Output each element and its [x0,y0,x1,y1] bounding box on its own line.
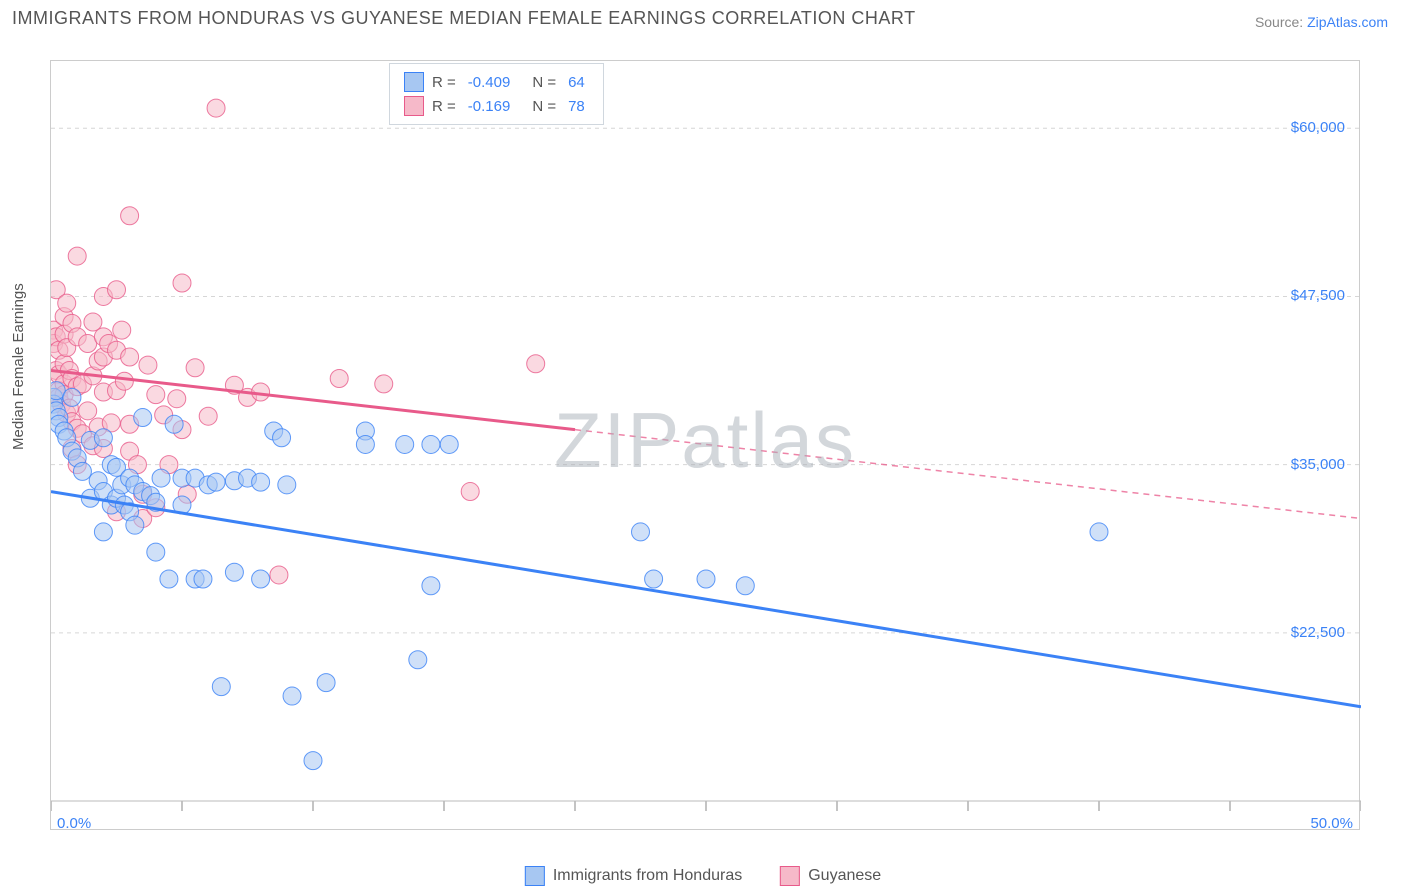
legend-r-label: R = [432,98,456,115]
x-tick-left: 0.0% [57,815,91,832]
plot-area: ZIPatlas R =-0.409N =64R =-0.169N =78 $2… [50,60,1360,830]
legend-r-value: -0.169 [468,98,511,115]
legend-swatch [404,72,424,92]
x-tick-right: 50.0% [1310,815,1353,832]
legend-stats-row: R = -0.409 N = 64 [404,70,589,94]
scatter-svg [51,61,1361,831]
legend-series-name: Guyanese [808,867,881,885]
source-prefix: Source: [1255,14,1307,30]
y-axis-label: Median Female Earnings [10,283,27,450]
y-tick-label: $47,500 [1291,287,1345,304]
legend-r-label: R = [432,74,456,91]
legend-n-label: N = [532,74,556,91]
legend-stats-row: R = -0.169 N = 78 [404,94,589,118]
legend-n-label: N = [532,98,556,115]
source-attribution: Source: ZipAtlas.com [1255,14,1388,30]
legend-n-value: 78 [568,98,585,115]
chart-title: IMMIGRANTS FROM HONDURAS VS GUYANESE MED… [12,8,916,29]
y-tick-label: $60,000 [1291,119,1345,136]
legend-stats: R = -0.409 N = 64 R = -0.169 N = 78 [389,63,604,125]
legend-series-item: Immigrants from Honduras [525,866,742,886]
legend-series-name: Immigrants from Honduras [553,867,742,885]
legend-r-value: -0.409 [468,74,511,91]
source-link[interactable]: ZipAtlas.com [1307,14,1388,30]
chart-container: IMMIGRANTS FROM HONDURAS VS GUYANESE MED… [0,0,1406,892]
y-tick-label: $35,000 [1291,456,1345,473]
legend-swatch [780,866,800,886]
legend-series: Immigrants from Honduras Guyanese [525,866,881,886]
legend-series-item: Guyanese [780,866,881,886]
legend-swatch [525,866,545,886]
y-tick-label: $22,500 [1291,624,1345,641]
legend-swatch [404,96,424,116]
legend-n-value: 64 [568,74,585,91]
